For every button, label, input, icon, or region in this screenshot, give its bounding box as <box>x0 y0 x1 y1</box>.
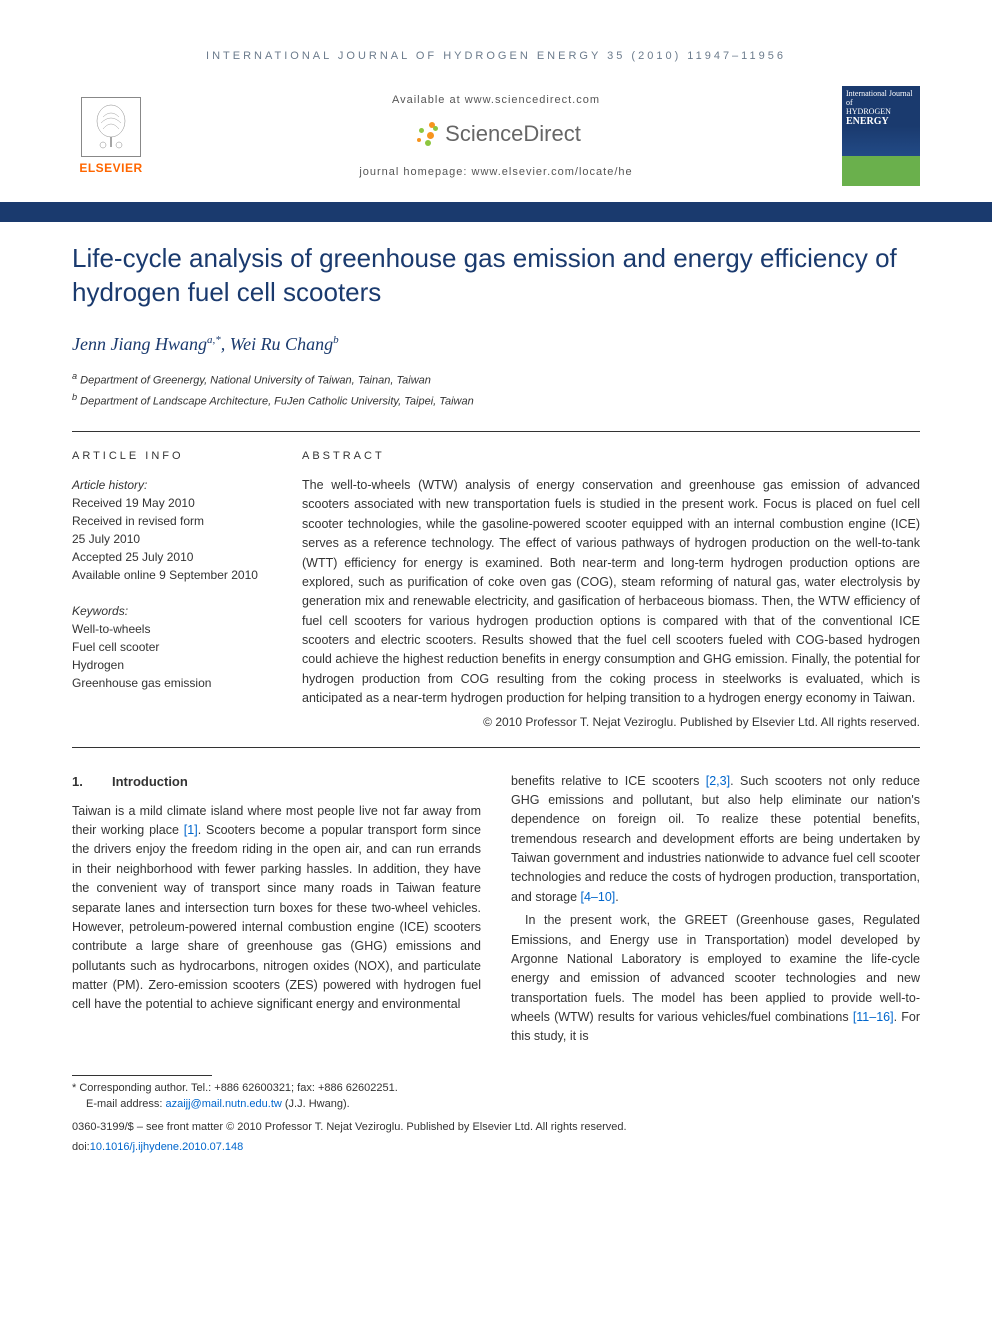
doi-line: doi:10.1016/j.ijhydene.2010.07.148 <box>72 1141 920 1153</box>
history-revised-2: 25 July 2010 <box>72 530 272 548</box>
sciencedirect-text: ScienceDirect <box>445 121 581 147</box>
keyword-1: Well-to-wheels <box>72 620 272 638</box>
divider-bottom <box>72 747 920 748</box>
intro-para-1-left: Taiwan is a mild climate island where mo… <box>72 802 481 1015</box>
section-1-title: Introduction <box>112 774 188 789</box>
affiliation-b: b Department of Landscape Architecture, … <box>72 390 920 411</box>
info-abstract-row: ARTICLE INFO Article history: Received 1… <box>72 432 920 747</box>
author-1-sup: a,* <box>207 334 221 346</box>
abstract-text: The well-to-wheels (WTW) analysis of ene… <box>302 476 920 709</box>
article-info-heading: ARTICLE INFO <box>72 450 272 462</box>
email-line: E-mail address: azaijj@mail.nutn.edu.tw … <box>72 1096 920 1113</box>
cover-bottom-graphic <box>842 156 920 186</box>
keywords-label: Keywords: <box>72 602 272 620</box>
doi-link[interactable]: 10.1016/j.ijhydene.2010.07.148 <box>90 1141 244 1153</box>
sciencedirect-icon <box>411 120 439 148</box>
history-accepted: Accepted 25 July 2010 <box>72 548 272 566</box>
cover-line3: ENERGY <box>846 116 916 127</box>
journal-header: INTERNATIONAL JOURNAL OF HYDROGEN ENERGY… <box>72 50 920 62</box>
ref-link-23[interactable]: [2,3] <box>706 774 730 788</box>
history-label: Article history: <box>72 476 272 494</box>
cover-line2: HYDROGEN <box>846 108 916 117</box>
author-sep: , <box>221 334 230 354</box>
abstract-column: ABSTRACT The well-to-wheels (WTW) analys… <box>302 450 920 729</box>
available-at-text: Available at www.sciencedirect.com <box>150 94 842 106</box>
section-1-num: 1. <box>72 772 112 792</box>
center-publisher-block: Available at www.sciencedirect.com Scien… <box>150 94 842 178</box>
abstract-copyright: © 2010 Professor T. Nejat Veziroglu. Pub… <box>302 715 920 729</box>
journal-homepage-text: journal homepage: www.elsevier.com/locat… <box>150 166 842 178</box>
ref-link-1116[interactable]: [11–16] <box>853 1010 894 1024</box>
footnotes: * Corresponding author. Tel.: +886 62600… <box>72 1075 920 1113</box>
intro-para-2-right: In the present work, the GREET (Greenhou… <box>511 911 920 1047</box>
author-2-sup: b <box>333 334 339 346</box>
corresponding-author: * Corresponding author. Tel.: +886 62600… <box>72 1080 920 1097</box>
elsevier-tree-icon <box>81 97 141 157</box>
sciencedirect-logo: ScienceDirect <box>150 120 842 148</box>
affiliation-a: a Department of Greenergy, National Univ… <box>72 369 920 390</box>
front-matter-line: 0360-3199/$ – see front matter © 2010 Pr… <box>72 1121 920 1133</box>
keyword-2: Fuel cell scooter <box>72 638 272 656</box>
elsevier-text: ELSEVIER <box>79 161 142 175</box>
keywords-block: Keywords: Well-to-wheels Fuel cell scoot… <box>72 602 272 692</box>
ref-link-410[interactable]: [4–10] <box>581 890 616 904</box>
article-info-column: ARTICLE INFO Article history: Received 1… <box>72 450 272 729</box>
article-history: Article history: Received 19 May 2010 Re… <box>72 476 272 584</box>
section-1-heading: 1.Introduction <box>72 772 481 792</box>
journal-cover-thumbnail: International Journal of HYDROGEN ENERGY <box>842 86 920 186</box>
body-column-left: 1.Introduction Taiwan is a mild climate … <box>72 772 481 1047</box>
body-column-right: benefits relative to ICE scooters [2,3].… <box>511 772 920 1047</box>
intro-para-1-right: benefits relative to ICE scooters [2,3].… <box>511 772 920 908</box>
cover-line1: International Journal of <box>846 90 916 108</box>
ref-link-1[interactable]: [1] <box>184 823 198 837</box>
authors-line: Jenn Jiang Hwanga,*, Wei Ru Changb <box>72 334 920 355</box>
history-revised-1: Received in revised form <box>72 512 272 530</box>
author-2: Wei Ru Chang <box>230 334 333 354</box>
publisher-row: ELSEVIER Available at www.sciencedirect.… <box>72 86 920 186</box>
author-1: Jenn Jiang Hwang <box>72 334 207 354</box>
email-link[interactable]: azaijj@mail.nutn.edu.tw <box>165 1098 281 1110</box>
footnote-divider <box>72 1075 212 1076</box>
keyword-3: Hydrogen <box>72 656 272 674</box>
article-title: Life-cycle analysis of greenhouse gas em… <box>72 242 920 310</box>
history-online: Available online 9 September 2010 <box>72 566 272 584</box>
elsevier-logo: ELSEVIER <box>72 97 150 175</box>
history-received: Received 19 May 2010 <box>72 494 272 512</box>
affiliations: a Department of Greenergy, National Univ… <box>72 369 920 412</box>
title-separator-bar <box>0 202 992 222</box>
keyword-4: Greenhouse gas emission <box>72 674 272 692</box>
abstract-heading: ABSTRACT <box>302 450 920 462</box>
body-columns: 1.Introduction Taiwan is a mild climate … <box>72 772 920 1047</box>
